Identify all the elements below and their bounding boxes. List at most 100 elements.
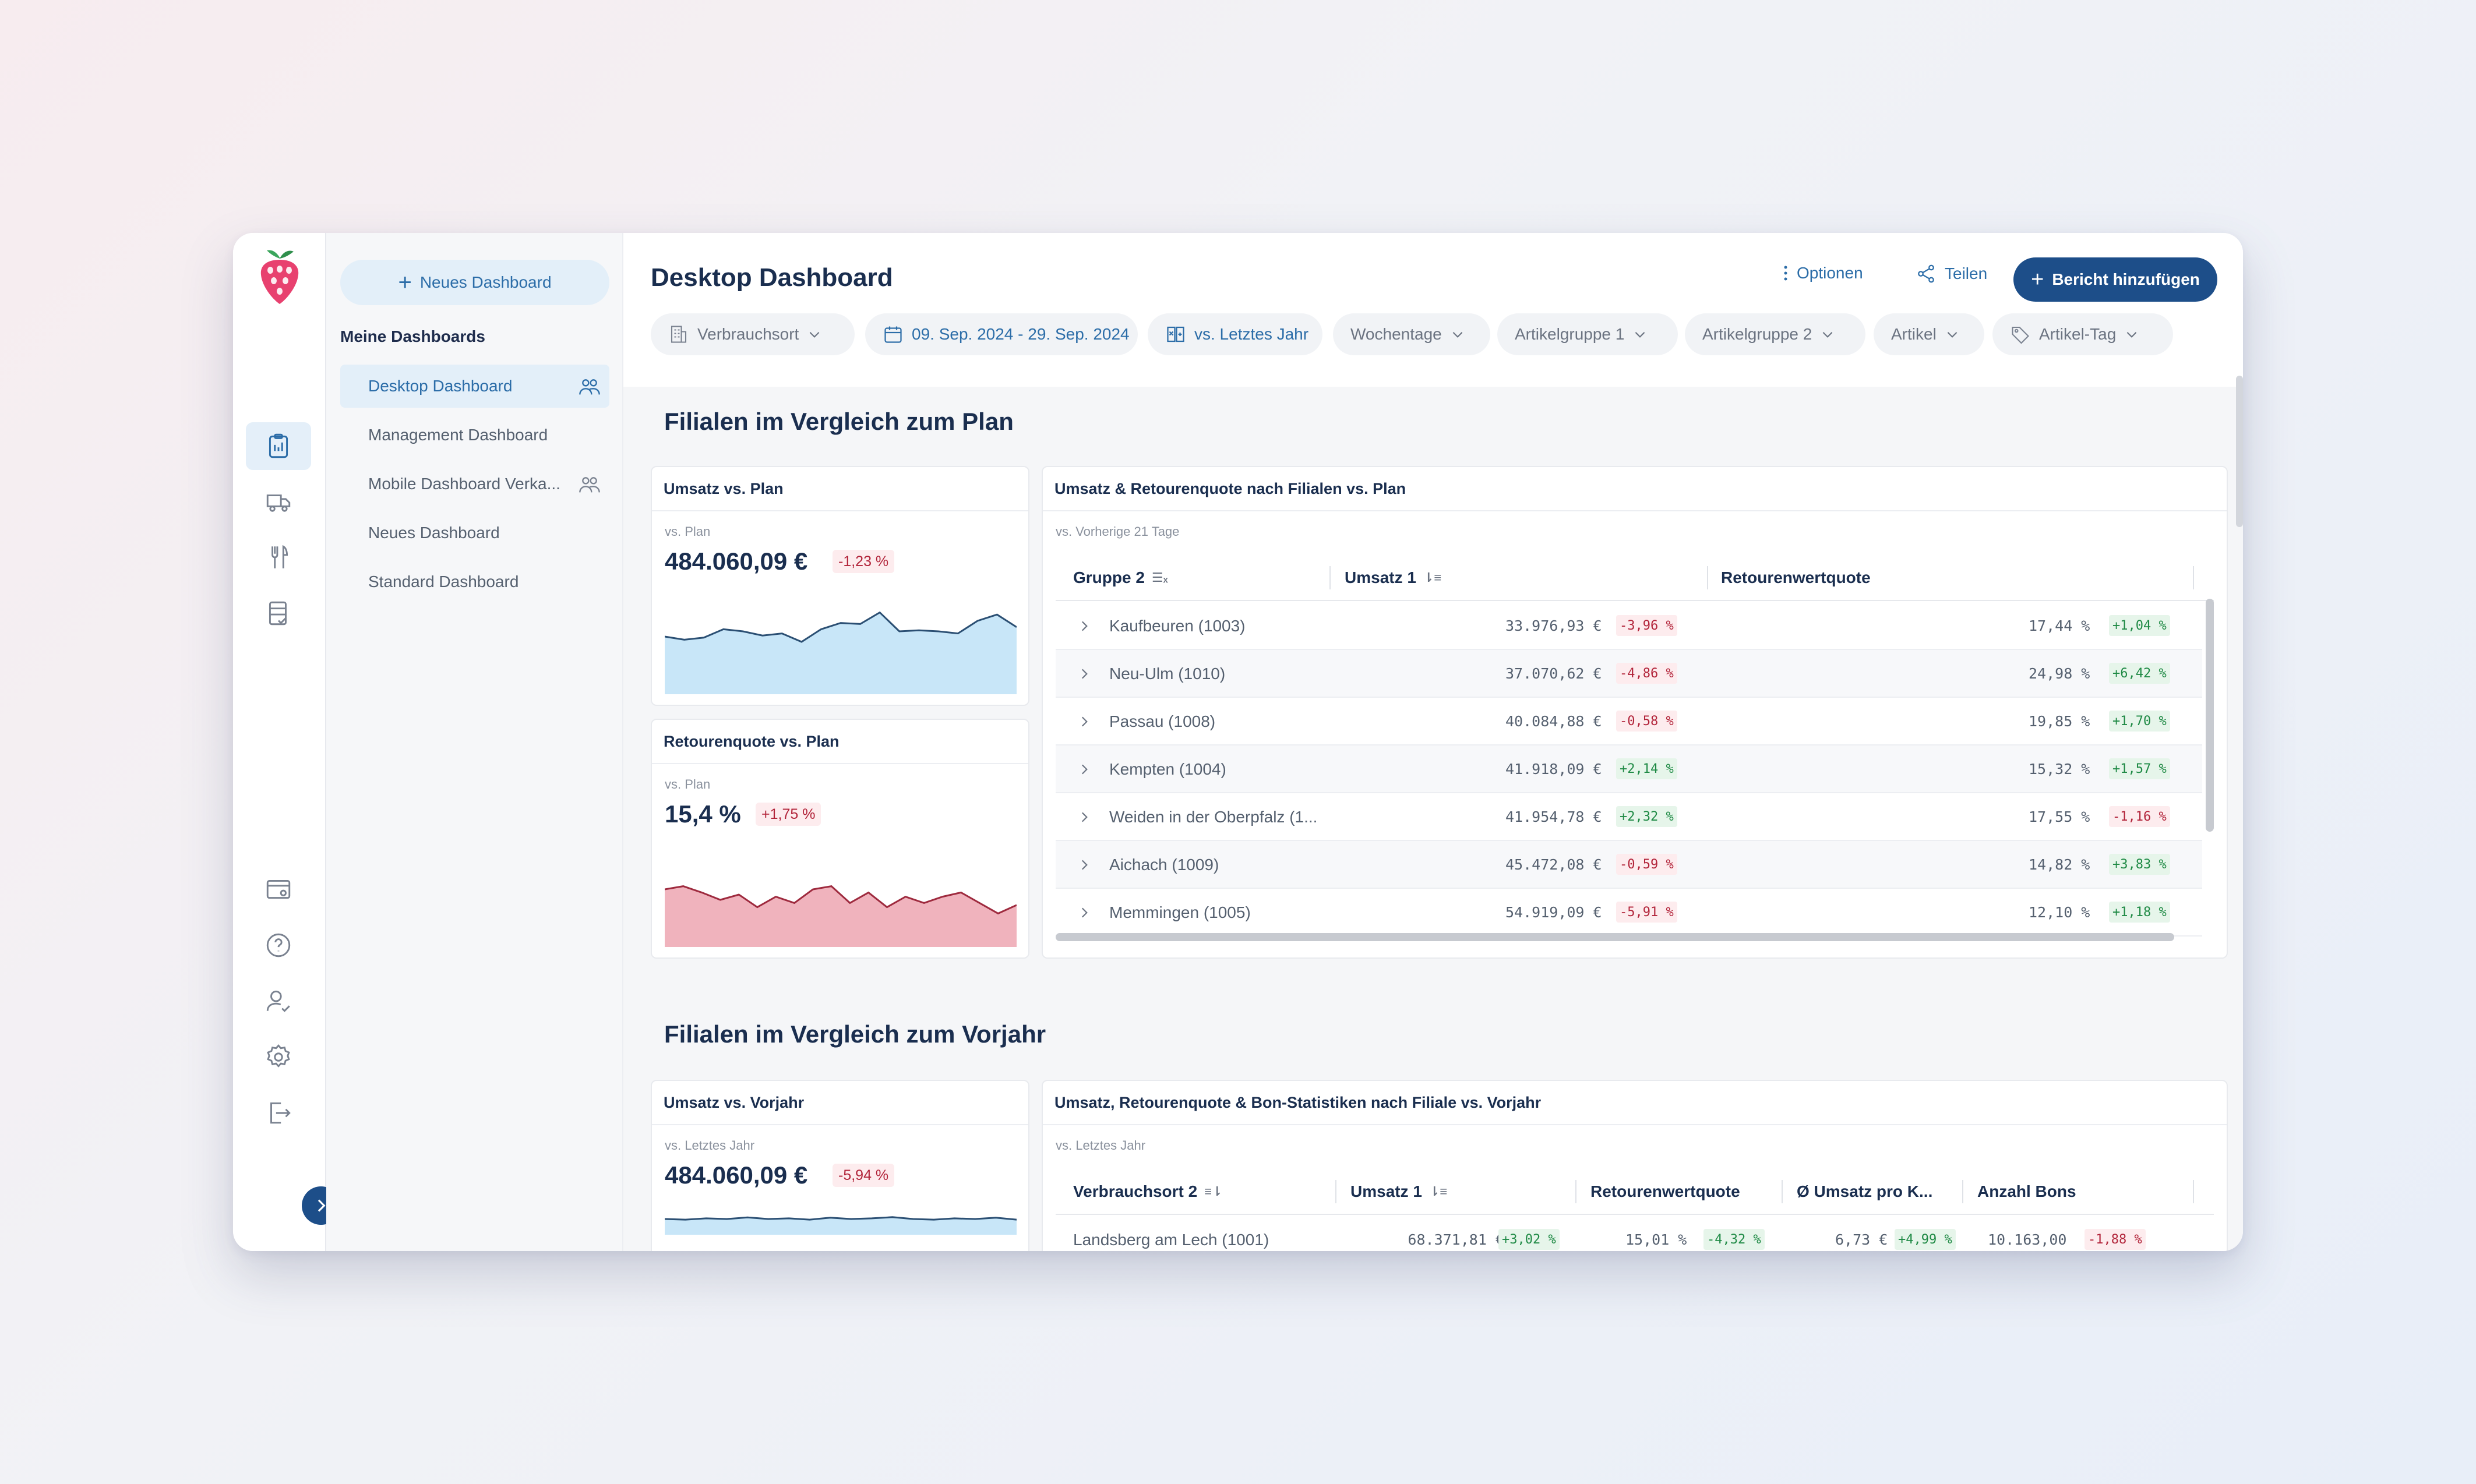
sort-descending-icon[interactable]: ⇂≡ — [1423, 570, 1442, 585]
row-name: Weiden in der Oberpfalz (1... — [1109, 808, 1318, 826]
new-dashboard-label: Neues Dashboard — [419, 273, 552, 291]
column-header-gruppe[interactable]: Gruppe 2 ☰ₓ — [1073, 554, 1168, 601]
table-horizontal-scrollbar[interactable] — [1056, 933, 2174, 941]
delta-umsatz: +2,14 % — [1616, 758, 1677, 779]
column-divider[interactable] — [2193, 566, 2194, 589]
dashboard-list-item[interactable]: Standard Dashboard — [340, 560, 609, 603]
cell-quote: 15,32 % — [2029, 761, 2090, 778]
table-row[interactable]: Landsberg am Lech (1001) 68.371,81 € +3,… — [1056, 1216, 2202, 1251]
tag-icon — [2012, 326, 2029, 344]
clipboard-icon[interactable] — [246, 422, 311, 470]
column-header-avg-umsatz[interactable]: Ø Umsatz pro K... — [1797, 1168, 1932, 1215]
dashboard-sidebar: + Neues Dashboard Meine Dashboards Deskt… — [326, 233, 623, 1251]
column-divider[interactable] — [1329, 566, 1331, 589]
truck-icon[interactable] — [246, 478, 311, 525]
cell-quote: 14,82 % — [2029, 856, 2090, 873]
filter-sort-icon[interactable]: ☰ₓ — [1151, 570, 1168, 585]
app-window: + Neues Dashboard Meine Dashboards Deskt… — [233, 233, 2243, 1251]
plus-icon: + — [398, 270, 412, 295]
column-divider[interactable] — [1962, 1180, 1963, 1203]
filter-weekdays[interactable]: Wochentage — [1333, 313, 1490, 355]
gear-icon[interactable] — [246, 1033, 311, 1081]
checklist-icon[interactable] — [246, 589, 311, 637]
column-label: Ø Umsatz pro K... — [1797, 1182, 1933, 1200]
sort-descending-icon[interactable]: ≡⇂ — [1204, 1184, 1223, 1199]
users-shared-icon — [579, 477, 600, 493]
table-card-filialen-vorjahr: Umsatz, Retourenquote & Bon-Statistiken … — [1042, 1080, 2228, 1251]
dashboard-list-item[interactable]: Desktop Dashboard — [340, 365, 609, 408]
filter-article-group-1[interactable]: Artikelgruppe 1 — [1497, 313, 1678, 355]
share-button[interactable]: Teilen — [1916, 263, 1987, 284]
chevron-right-icon[interactable] — [1077, 857, 1092, 872]
filter-label: vs. Letztes Jahr — [1194, 325, 1309, 343]
chevron-down-icon — [809, 331, 820, 338]
card-settings-icon[interactable] — [246, 865, 311, 913]
table-row[interactable]: Aichach (1009) 45.472,08 € -0,59 % 14,82 % +… — [1056, 841, 2202, 889]
dashboard-list-item[interactable]: Management Dashboard — [340, 414, 609, 457]
add-report-button[interactable]: + Bericht hinzufügen — [2013, 257, 2217, 302]
cutlery-icon[interactable] — [246, 533, 311, 581]
table-row[interactable]: Memmingen (1005) 54.919,09 € -5,91 % 12,10 … — [1056, 889, 2202, 937]
column-header-umsatz[interactable]: Umsatz 1 ⇂≡ — [1345, 554, 1441, 601]
filter-article-tag[interactable]: Artikel-Tag — [1992, 313, 2173, 355]
chevron-down-icon — [1947, 331, 1957, 338]
section-title-plan: Filialen im Vergleich zum Plan — [664, 408, 1014, 435]
delta-umsatz: -4,86 % — [1616, 663, 1677, 684]
column-label: Retourenwertquote — [1721, 568, 1871, 586]
top-bar: Desktop Dashboard Optionen Teilen + Beri… — [623, 233, 2243, 387]
chevron-right-icon[interactable] — [1077, 905, 1092, 920]
column-divider[interactable] — [1335, 1180, 1336, 1203]
dashboard-list-item[interactable]: Neues Dashboard — [340, 511, 609, 554]
new-dashboard-button[interactable]: + Neues Dashboard — [340, 260, 609, 305]
logout-icon[interactable] — [246, 1089, 311, 1137]
column-label: Gruppe 2 — [1073, 568, 1145, 586]
filter-verbrauchsort[interactable]: Verbrauchsort — [651, 313, 855, 355]
chevron-right-icon[interactable] — [1077, 666, 1092, 681]
table-row[interactable]: Weiden in der Oberpfalz (1... 41.954,78 €… — [1056, 793, 2202, 841]
table-row[interactable]: Kempten (1004) 41.918,09 € +2,14 % 15,32 % +… — [1056, 745, 2202, 793]
column-header-verbrauchsort[interactable]: Verbrauchsort 2 ≡⇂ — [1073, 1168, 1222, 1215]
column-header-umsatz[interactable]: Umsatz 1 ⇂≡ — [1350, 1168, 1447, 1215]
chevron-right-icon[interactable] — [1077, 714, 1092, 729]
column-header-anzahl-bons[interactable]: Anzahl Bons — [1977, 1168, 2076, 1215]
delta-badge: -5,94 % — [833, 1164, 895, 1187]
sparkline-chart — [665, 1216, 1017, 1235]
add-report-label: Bericht hinzufügen — [2052, 270, 2200, 288]
card-title: Umsatz vs. Plan — [652, 467, 1028, 511]
column-header-retourenwertquote[interactable]: Retourenwertquote — [1721, 554, 1871, 601]
column-divider[interactable] — [1575, 1180, 1576, 1203]
column-header-retourenwertquote[interactable]: Retourenwertquote — [1590, 1168, 1740, 1215]
sort-descending-icon[interactable]: ⇂≡ — [1429, 1184, 1448, 1199]
filter-label: Artikelgruppe 2 — [1702, 325, 1812, 343]
dashboard-list-item[interactable]: Mobile Dashboard Verka... — [340, 462, 609, 506]
chevron-right-icon[interactable] — [1077, 619, 1092, 634]
cell-umsatz: 54.919,09 € — [1505, 904, 1602, 921]
chevron-right-icon[interactable] — [1077, 810, 1092, 825]
sparkline-area — [665, 886, 1017, 947]
table-vertical-scrollbar[interactable] — [2206, 599, 2214, 832]
user-check-icon[interactable] — [246, 977, 311, 1025]
column-divider[interactable] — [1782, 1180, 1783, 1203]
column-divider[interactable] — [1707, 566, 1708, 589]
column-divider[interactable] — [2193, 1180, 2194, 1203]
table-row[interactable]: Passau (1008) 40.084,88 € -0,58 % 19,85 % +1… — [1056, 698, 2202, 745]
dashboard-section-heading: Meine Dashboards — [340, 327, 485, 345]
card-subtitle: vs. Plan — [665, 524, 711, 539]
cell-umsatz: 45.472,08 € — [1505, 856, 1602, 873]
delta-umsatz: -3,96 % — [1616, 615, 1677, 636]
sparkline-line — [665, 611, 1017, 643]
table-row[interactable]: Kaufbeuren (1003) 33.976,93 € -3,96 % 17,44… — [1056, 602, 2202, 650]
help-icon[interactable] — [246, 921, 311, 969]
table-row[interactable]: Neu-Ulm (1010) 37.070,62 € -4,86 % 24,98 % +… — [1056, 650, 2202, 698]
table-header: Gruppe 2 ☰ₓ Umsatz 1 ⇂≡ Retourenwertquote — [1056, 554, 2214, 601]
filter-label: Artikelgruppe 1 — [1515, 325, 1625, 343]
filter-article[interactable]: Artikel — [1874, 313, 1984, 355]
page-scrollbar[interactable] — [2236, 376, 2243, 527]
delta-quote: +6,42 % — [2109, 663, 2170, 684]
options-button[interactable]: Optionen — [1783, 263, 1863, 283]
filter-article-group-2[interactable]: Artikelgruppe 2 — [1685, 313, 1865, 355]
filter-date-range[interactable]: 09. Sep. 2024 - 29. Sep. 2024 — [865, 313, 1138, 355]
chevron-right-icon[interactable] — [1077, 762, 1092, 777]
strawberry-logo-icon[interactable] — [256, 246, 303, 310]
filter-comparison[interactable]: vs. Letztes Jahr — [1148, 313, 1322, 355]
